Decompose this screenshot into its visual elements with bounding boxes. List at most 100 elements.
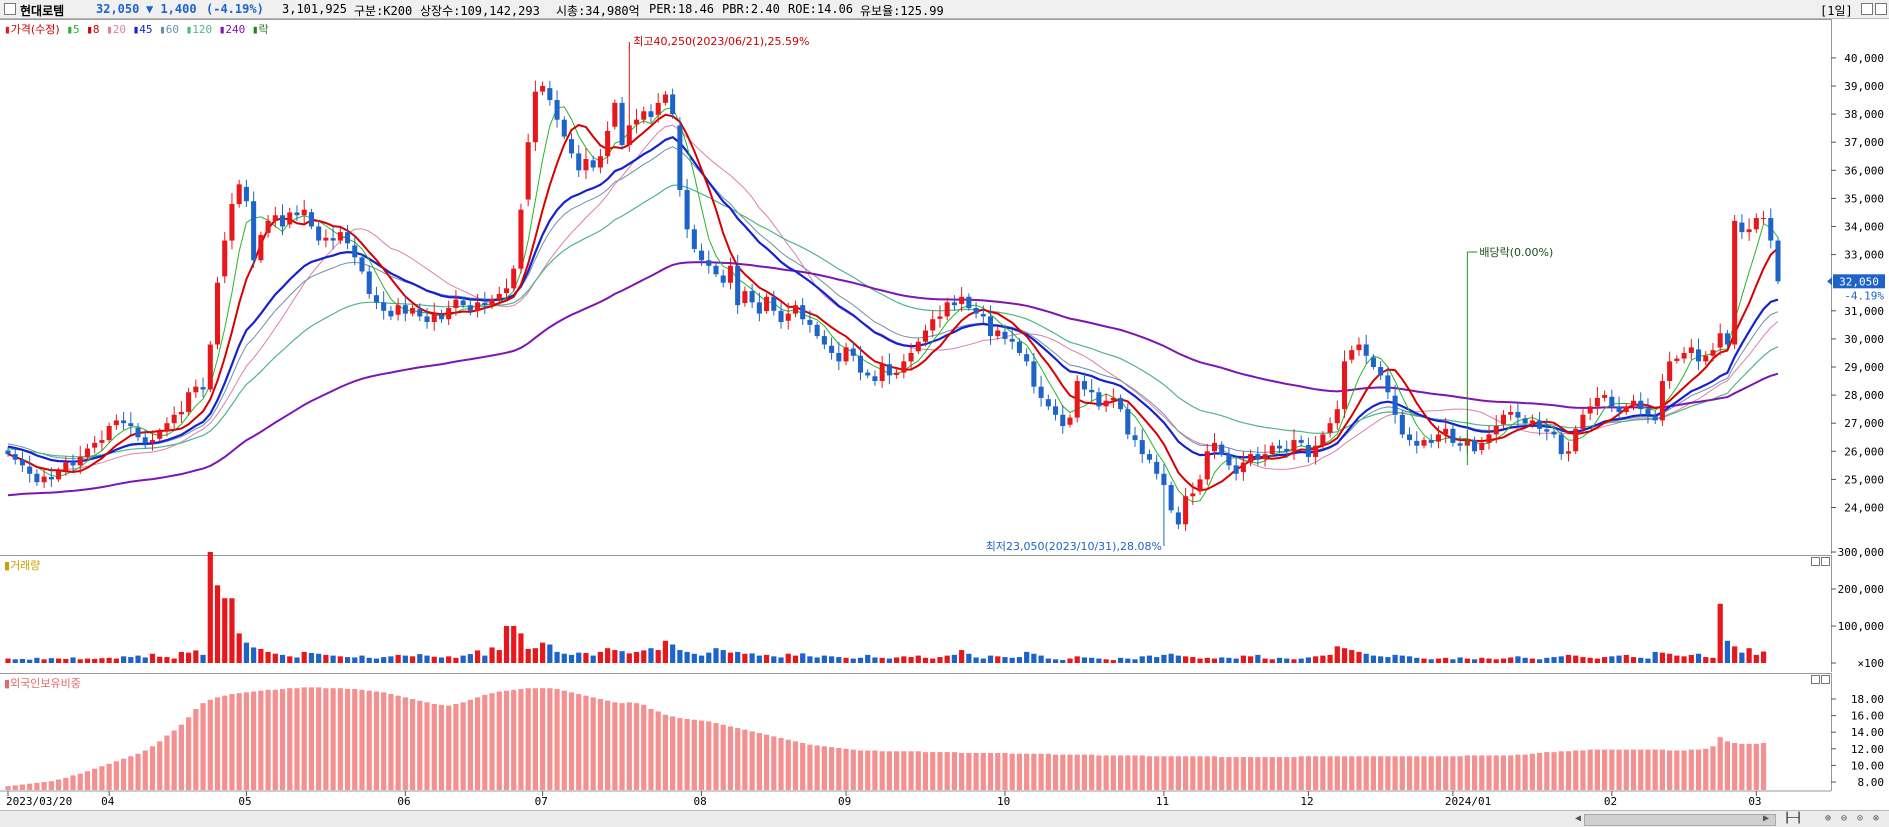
foreign-ratio-bar [1414, 756, 1420, 790]
volume-bar [547, 644, 553, 663]
foreign-ratio-bar [1378, 756, 1384, 790]
candle-body [1002, 331, 1008, 339]
foreign-pane-button-2[interactable] [1821, 675, 1830, 684]
header-bar: 현대로템 32,050 ▼ 1,400 (-4.19%) 3,101,925 구… [0, 0, 1889, 19]
date-label: 07 [535, 795, 548, 808]
candle-body [121, 420, 127, 424]
foreign-ratio-bar [1457, 756, 1463, 790]
volume-bar [417, 654, 423, 663]
candle-body [1537, 420, 1543, 429]
foreign-ratio-bar [511, 689, 517, 790]
foreign-ratio-bar [959, 752, 965, 790]
volume-bar [1486, 658, 1492, 663]
foreign-ratio-bar [1103, 755, 1109, 790]
foreign-ratio-bar [287, 688, 293, 790]
volume-bar [193, 650, 199, 663]
volume-pane-button-1[interactable] [1811, 557, 1820, 566]
foreign-ratio-bar [301, 687, 307, 790]
zoom-reset-icon[interactable]: ⊙ [1856, 813, 1864, 824]
candle-body [959, 296, 965, 304]
foreign-ratio-bar [12, 785, 18, 790]
stock-name: 현대로템 [20, 4, 65, 18]
foreign-ratio-bar [1717, 737, 1723, 790]
candle-body [345, 232, 351, 244]
candle-body [1378, 367, 1384, 376]
volume-bar [554, 651, 560, 663]
foreign-ratio-bar [1406, 756, 1413, 790]
foreign-ratio-bar [915, 751, 921, 790]
volume-pane-button-2[interactable] [1821, 557, 1830, 566]
zoom-slider-icon[interactable]: ┠─┨ [1783, 813, 1803, 824]
window-button-2[interactable] [1875, 3, 1887, 15]
candle-body [699, 250, 705, 261]
volume-tick-label: 300,000 [1838, 546, 1884, 559]
foreign-ratio-bar [1515, 754, 1521, 790]
volume-bar [698, 655, 705, 663]
candle-body [1710, 350, 1716, 356]
scroll-right-button[interactable]: ▶ [1762, 813, 1770, 824]
foreign-ratio-bar [894, 751, 900, 790]
volume-bar [922, 657, 929, 663]
volume-bar [1349, 650, 1355, 663]
volume-bar [1262, 658, 1268, 663]
foreign-ratio-bar [352, 689, 358, 790]
candle-body [590, 160, 596, 168]
scroll-thumb[interactable] [1584, 814, 1776, 826]
volume-bar [865, 654, 871, 663]
candle-body [482, 302, 488, 306]
volume-bar [1255, 654, 1261, 663]
volume-bar [1110, 660, 1116, 663]
candle-body [272, 215, 278, 221]
scroll-left-button[interactable]: ◀ [1574, 813, 1582, 824]
volume-bar [453, 657, 459, 663]
volume-bar [409, 656, 416, 663]
volume-bar [1182, 656, 1189, 663]
candle-body [467, 305, 473, 311]
legend-ma5: ▮5 [66, 23, 80, 36]
ma20-line [7, 124, 1779, 471]
zoom-out-icon[interactable]: ⊖ [1840, 813, 1848, 824]
foreign-ratio-bar [496, 691, 502, 790]
candle-body [1118, 397, 1124, 410]
chart-scrollbar[interactable]: ◀ ▶ ┠─┨ ⊕ ⊖ ⊙ ⊗ [0, 810, 1889, 827]
foreign-ratio-bar [1009, 753, 1015, 790]
volume-bar [287, 656, 293, 663]
volume-bar [135, 655, 141, 663]
candle-body [966, 296, 972, 308]
candle-body [1761, 218, 1767, 220]
candle-body [1349, 350, 1355, 360]
volume-bar [828, 656, 835, 663]
select-checkbox[interactable] [4, 3, 16, 15]
candle-body [778, 310, 784, 323]
volume-bar [34, 657, 40, 663]
price-pane[interactable] [0, 19, 1831, 555]
foreign-ratio-bar [886, 751, 892, 790]
foreign-ratio-bar [316, 687, 322, 790]
foreign-ratio-bar [1226, 757, 1232, 790]
foreign-pane-button-1[interactable] [1811, 675, 1820, 684]
zoom-in-icon[interactable]: ⊕ [1824, 813, 1832, 824]
roe-value: ROE:14.06 [788, 2, 854, 16]
foreign-ratio-bar [193, 708, 199, 790]
candle-body [1565, 451, 1572, 454]
volume-bar [395, 654, 401, 663]
candle-body [19, 459, 25, 466]
foreign-ratio-bar [612, 702, 618, 790]
foreign-ratio-bar [229, 694, 235, 790]
candle-body [1703, 355, 1709, 362]
foreign-ratio-bar [540, 688, 546, 790]
candle-body [1623, 406, 1629, 412]
zoom-fit-icon[interactable]: ⊗ [1872, 813, 1880, 824]
foreign-ratio-bar [381, 692, 387, 790]
foreign-ratio-bar [973, 752, 979, 790]
period-selector[interactable]: [1일] [1820, 4, 1853, 18]
candle-body [1515, 411, 1521, 418]
stock-chart[interactable]: 24,000 25,000 26,000 27,000 28,000 29,000 30,0… [0, 0, 1889, 810]
foreign-ratio-bar [1529, 753, 1535, 790]
volume-bar [438, 657, 445, 663]
candle-body [1067, 417, 1073, 425]
window-button-1[interactable] [1861, 3, 1873, 15]
foreign-ratio-bar [944, 752, 950, 790]
candle-body [1356, 344, 1362, 351]
volume-bar [1414, 657, 1420, 663]
